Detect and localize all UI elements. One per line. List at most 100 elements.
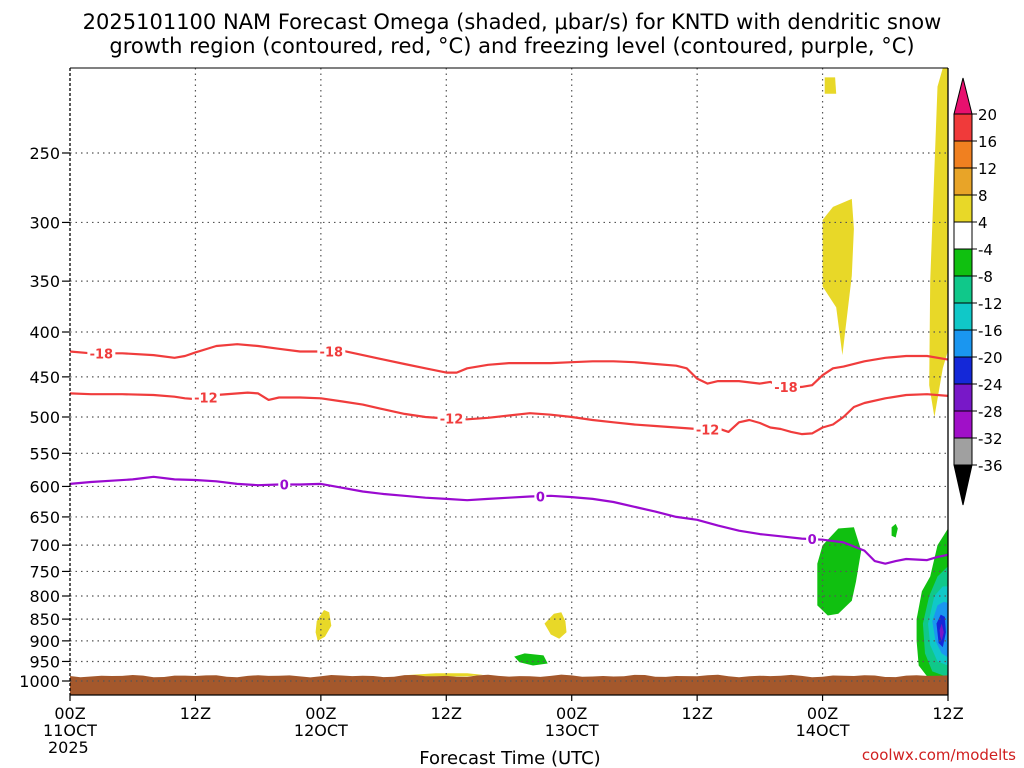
ground-terrain <box>70 674 948 695</box>
x-tick-label: 12Z <box>431 704 462 723</box>
site-credit[interactable]: coolwx.com/modelts <box>862 746 1016 764</box>
omega-region <box>315 610 332 641</box>
x-tick-label: 12Z <box>180 704 211 723</box>
colorbar-label: -16 <box>978 322 1003 340</box>
x-tick-label: 14OCT <box>796 721 850 740</box>
contour-label: 0 <box>280 479 289 494</box>
omega-region <box>939 623 944 641</box>
colorbar-segment <box>953 383 973 412</box>
contour-label: -12 <box>194 391 218 406</box>
colorbar-label: 20 <box>978 106 997 124</box>
y-tick-label: 250 <box>29 144 60 163</box>
x-axis-label: Forecast Time (UTC) <box>419 748 600 768</box>
omega-region <box>822 198 854 356</box>
omega-region <box>817 527 862 616</box>
contour-dendritic-minus18 <box>69 343 949 389</box>
axes-layer: 250 300 350 400 450 500 550 600 650 700 750 800 850 9… <box>19 67 964 757</box>
contour-dendritic-minus12 <box>69 391 949 436</box>
omega-region <box>824 77 837 94</box>
colorbar-label: -8 <box>978 268 993 286</box>
colorbar-label: -32 <box>978 430 1003 448</box>
colorbar-label: 4 <box>978 214 988 232</box>
y-tick-label: 900 <box>29 632 60 651</box>
colorbar-label: -4 <box>978 241 993 259</box>
contour-label: -12 <box>696 424 720 439</box>
colorbar-segment <box>953 356 973 385</box>
contour-label-bg <box>87 346 116 361</box>
contour-label: 0 <box>536 490 545 505</box>
x-tick-label: 2025 <box>48 738 89 757</box>
contour-label: -12 <box>440 413 464 428</box>
colorbar-label: -28 <box>978 403 1003 421</box>
colorbar-segment <box>953 167 973 196</box>
y-tick-label: 950 <box>29 652 60 671</box>
colorbar-segment <box>953 410 973 439</box>
chart-title-line1: 2025101100 NAM Forecast Omega (shaded, μ… <box>82 10 942 34</box>
omega-region <box>929 68 948 417</box>
omega-region <box>514 653 548 666</box>
omega-shading-layer <box>315 68 948 681</box>
contour-layer <box>69 343 949 565</box>
contour-freezing-level <box>69 475 949 565</box>
x-tick-label: 11OCT <box>43 721 97 740</box>
x-tick-label: 12Z <box>932 704 963 723</box>
colorbar-segment <box>953 140 973 169</box>
y-tick-label: 450 <box>29 368 60 387</box>
y-tick-label: 500 <box>29 408 60 427</box>
contour-label-layer: -18 -18 -18 -12 -12 -12 0 0 0 <box>87 344 819 548</box>
y-tick-label: 750 <box>29 562 60 581</box>
contour-label-bg <box>806 532 819 547</box>
x-tick-label: 00Z <box>556 704 587 723</box>
colorbar: 20 16 12 8 4 -4 -8 -12 -16 -20 -24 -28 -32 -36 <box>953 77 1003 506</box>
y-tick-label: 1000 <box>19 672 60 691</box>
y-tick-label: 800 <box>29 587 60 606</box>
grid-layer <box>70 68 948 682</box>
y-tick-label: 550 <box>29 444 60 463</box>
colorbar-label: -12 <box>978 295 1003 313</box>
omega-region <box>891 523 898 538</box>
contour-label-bg <box>278 477 291 492</box>
x-tick-label: 00Z <box>305 704 336 723</box>
colorbar-label: 16 <box>978 133 997 151</box>
contour-label: 0 <box>808 533 817 548</box>
omega-region <box>404 673 483 677</box>
x-tick-label: 12Z <box>681 704 712 723</box>
colorbar-segment <box>953 329 973 358</box>
colorbar-label: -20 <box>978 349 1003 367</box>
contour-label-bg <box>437 411 466 426</box>
y-tick-label: 300 <box>29 213 60 232</box>
y-tick-label: 700 <box>29 536 60 555</box>
ground-layer <box>70 674 948 695</box>
contour-label-bg <box>534 489 547 504</box>
y-tick-label: 650 <box>29 508 60 527</box>
colorbar-segment <box>953 221 973 250</box>
x-tick-label: 00Z <box>54 704 85 723</box>
colorbar-label: -24 <box>978 376 1003 394</box>
x-tick-label: 00Z <box>807 704 838 723</box>
colorbar-label: -36 <box>978 457 1003 475</box>
colorbar-label: 12 <box>978 160 997 178</box>
colorbar-segment <box>953 437 973 466</box>
y-tick-label: 350 <box>29 272 60 291</box>
colorbar-bottom-arrow <box>953 464 973 506</box>
colorbar-segment <box>953 113 973 142</box>
colorbar-label: 8 <box>978 187 988 205</box>
contour-label: -18 <box>90 347 114 362</box>
contour-label-bg <box>693 422 722 437</box>
y-tick-label: 850 <box>29 610 60 629</box>
contour-label-bg <box>771 379 800 394</box>
contour-label: -18 <box>320 345 344 360</box>
y-tick-label: 600 <box>29 477 60 496</box>
contour-label-bg <box>191 390 220 405</box>
contour-label-bg <box>317 344 346 359</box>
chart-title-line2: growth region (contoured, red, °C) and f… <box>109 34 915 58</box>
colorbar-segment <box>953 275 973 304</box>
omega-region <box>544 612 567 639</box>
colorbar-segment <box>953 302 973 331</box>
colorbar-segment <box>953 194 973 223</box>
colorbar-top-arrow <box>953 77 973 115</box>
y-tick-label: 400 <box>29 323 60 342</box>
colorbar-segment <box>953 248 973 277</box>
x-tick-label: 12OCT <box>294 721 348 740</box>
